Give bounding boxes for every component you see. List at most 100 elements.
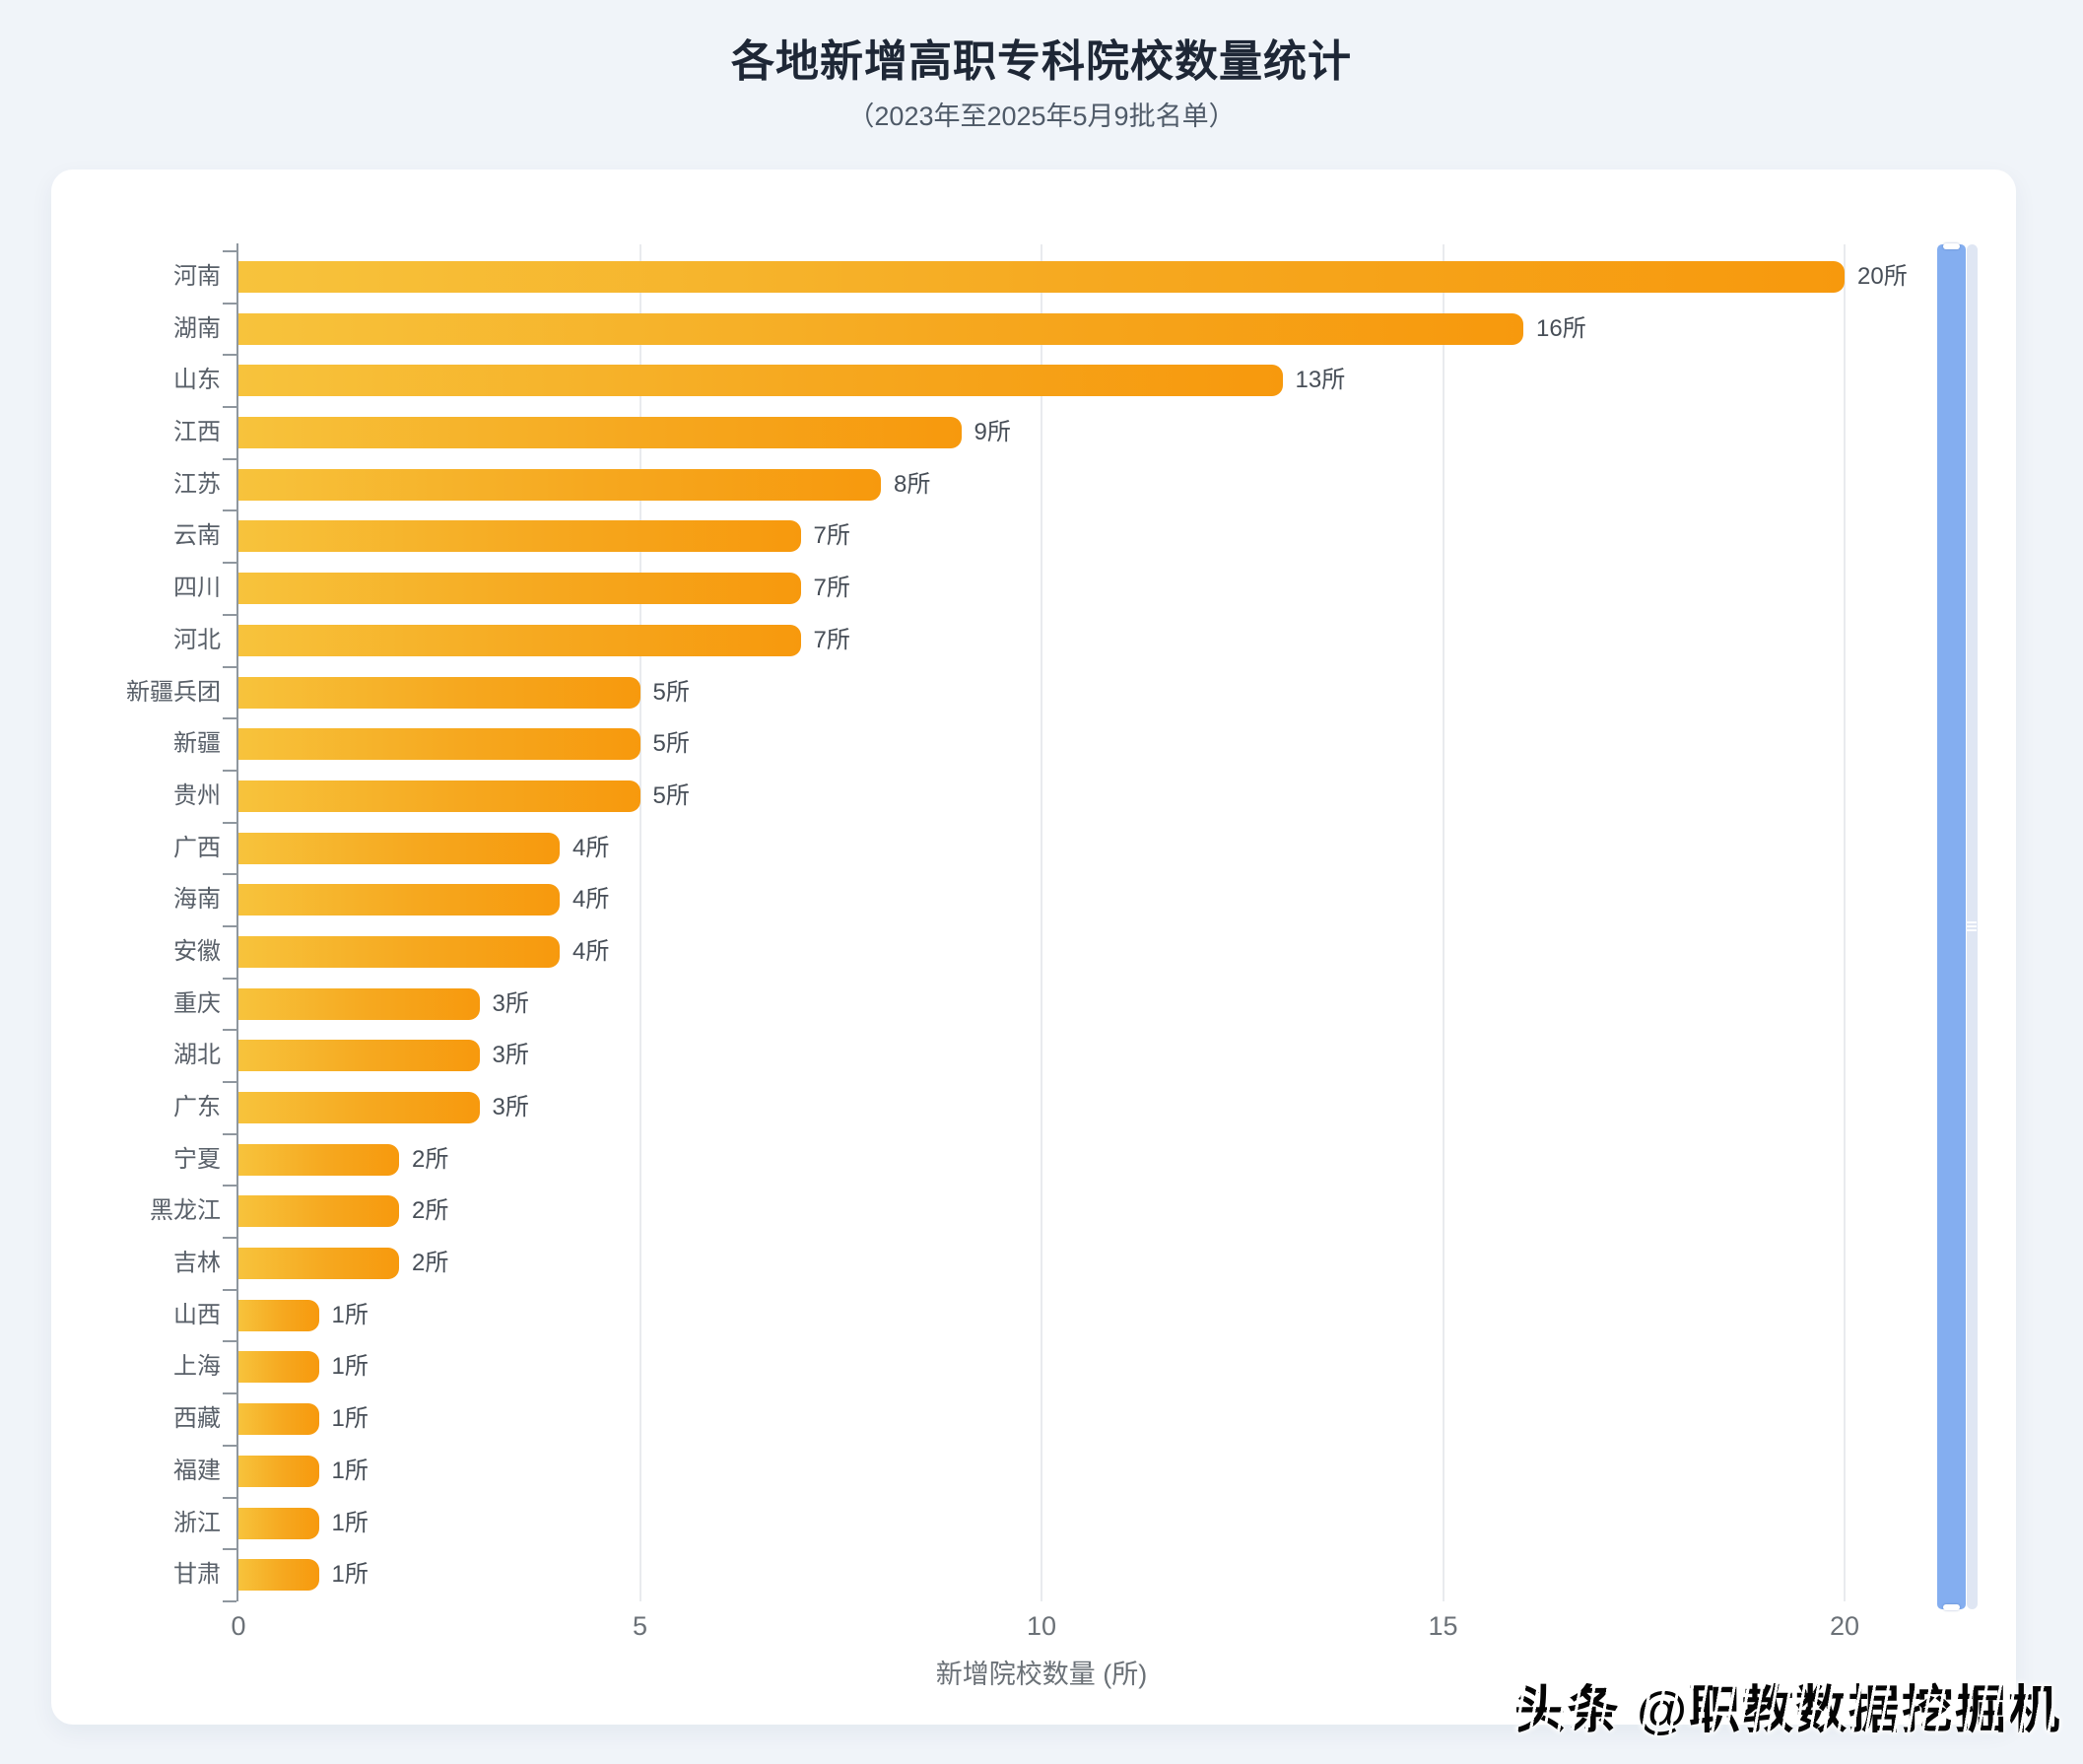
- category-label: 黑龙江: [150, 1197, 221, 1225]
- chart-title: 各地新增高职专科院校数量统计: [731, 37, 1352, 86]
- data-zoom-track[interactable]: [1967, 244, 1978, 1609]
- y-axis-tick: [223, 457, 236, 460]
- y-axis-tick: [223, 302, 236, 305]
- y-axis-tick: [223, 562, 236, 565]
- value-label: 1所: [331, 1509, 369, 1536]
- category-label: 四川: [173, 575, 221, 602]
- value-label: 3所: [492, 1042, 529, 1069]
- value-label: 2所: [412, 1197, 449, 1225]
- bar[interactable]: [238, 728, 640, 761]
- x-axis-tick-label: 15: [1428, 1610, 1458, 1641]
- data-zoom-slider[interactable]: [1937, 243, 1979, 1610]
- value-label: 1所: [331, 1457, 369, 1484]
- bar[interactable]: [238, 468, 881, 501]
- value-label: 1所: [331, 1561, 369, 1589]
- bar[interactable]: [238, 520, 801, 553]
- data-zoom-handle-bottom-icon[interactable]: [1943, 1604, 1960, 1610]
- y-axis-tick: [223, 1029, 236, 1032]
- x-axis-tick-label: 0: [231, 1610, 246, 1641]
- bar[interactable]: [238, 884, 560, 916]
- bar[interactable]: [238, 987, 480, 1020]
- y-axis-tick: [223, 717, 236, 720]
- category-label: 河南: [173, 263, 221, 290]
- value-label: 2所: [412, 1250, 449, 1277]
- bar[interactable]: [238, 1351, 319, 1384]
- chart-card: 河南 20所 湖南 16所 山东 13所 江西 9所 江苏 8所 云南 7所 四川 7所 河北 7所 新疆兵团 5…: [51, 170, 2016, 1725]
- bar[interactable]: [238, 1455, 319, 1487]
- x-axis-tick-label: 20: [1829, 1610, 1860, 1641]
- bar[interactable]: [238, 573, 801, 605]
- bar[interactable]: [238, 624, 801, 656]
- y-axis-tick: [223, 821, 236, 824]
- y-axis-tick: [223, 977, 236, 980]
- value-label: 3所: [492, 1094, 529, 1121]
- data-zoom-grip-icon[interactable]: [1966, 920, 1979, 933]
- bar[interactable]: [238, 1195, 399, 1228]
- value-label: 16所: [1536, 314, 1586, 342]
- category-label: 云南: [173, 522, 221, 550]
- value-label: 7所: [813, 626, 850, 653]
- value-label: 7所: [813, 522, 850, 550]
- bar[interactable]: [238, 1248, 399, 1280]
- gridline-x-15: [1442, 244, 1445, 1601]
- y-axis-tick: [223, 1185, 236, 1187]
- value-label: 9所: [974, 419, 1011, 446]
- value-label: 2所: [412, 1145, 449, 1173]
- y-axis-tick: [223, 1340, 236, 1343]
- value-label: 1所: [331, 1301, 369, 1328]
- category-label: 安徽: [173, 937, 221, 965]
- y-axis-tick: [223, 1496, 236, 1499]
- value-label: 5所: [652, 781, 690, 809]
- category-label: 江西: [173, 419, 221, 446]
- category-label: 山东: [173, 367, 221, 394]
- bar[interactable]: [238, 1040, 480, 1072]
- bar[interactable]: [238, 676, 640, 709]
- bar[interactable]: [238, 935, 560, 968]
- bar[interactable]: [238, 417, 962, 449]
- category-label: 福建: [173, 1457, 221, 1484]
- category-label: 湖北: [173, 1042, 221, 1069]
- y-axis-tick: [223, 1444, 236, 1447]
- y-axis-tick: [223, 1237, 236, 1240]
- data-zoom-thumb[interactable]: [1937, 244, 1966, 1609]
- bar[interactable]: [238, 1403, 319, 1436]
- category-label: 浙江: [173, 1509, 221, 1536]
- y-axis-tick: [223, 1081, 236, 1084]
- value-label: 4所: [572, 834, 610, 861]
- bar[interactable]: [238, 1092, 480, 1124]
- value-label: 5所: [652, 678, 690, 706]
- value-label: 4所: [572, 937, 610, 965]
- bar[interactable]: [238, 312, 1523, 345]
- bar[interactable]: [238, 1299, 319, 1331]
- y-axis-tick: [223, 1392, 236, 1395]
- value-label: 20所: [1857, 263, 1908, 290]
- value-label: 1所: [331, 1405, 369, 1433]
- category-label: 西藏: [173, 1405, 221, 1433]
- y-axis-tick: [223, 769, 236, 772]
- y-axis-tick: [223, 406, 236, 409]
- bar[interactable]: [238, 1143, 399, 1176]
- y-axis-tick: [223, 1599, 236, 1602]
- x-axis-tick-label: 5: [632, 1610, 648, 1641]
- bar[interactable]: [238, 261, 1845, 293]
- bar[interactable]: [238, 780, 640, 812]
- bar[interactable]: [238, 832, 560, 864]
- bar[interactable]: [238, 1507, 319, 1539]
- value-label: 7所: [813, 575, 850, 602]
- y-axis-tick: [223, 1132, 236, 1135]
- category-label: 海南: [173, 886, 221, 914]
- chart-subtitle: （2023年至2025年5月9批名单）: [847, 102, 1236, 131]
- y-axis-tick: [223, 1548, 236, 1551]
- value-label: 8所: [894, 470, 931, 498]
- category-label: 河北: [173, 626, 221, 653]
- gridline-x-20: [1844, 244, 1846, 1601]
- value-label: 4所: [572, 886, 610, 914]
- y-axis-tick: [223, 250, 236, 252]
- y-axis-tick: [223, 1288, 236, 1291]
- bar[interactable]: [238, 365, 1283, 397]
- data-zoom-handle-top-icon[interactable]: [1943, 243, 1960, 249]
- bar[interactable]: [238, 1559, 319, 1592]
- category-label: 甘肃: [173, 1561, 221, 1589]
- y-axis-tick: [223, 613, 236, 616]
- category-label: 山西: [173, 1301, 221, 1328]
